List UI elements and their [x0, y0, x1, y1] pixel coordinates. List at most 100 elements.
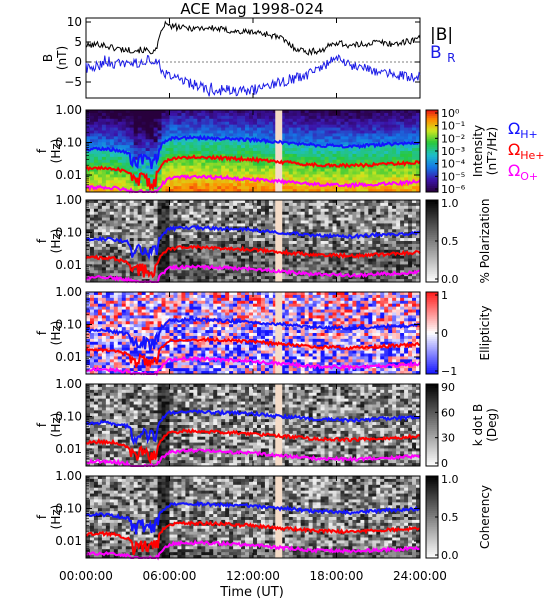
spectrogram-cell [233, 139, 238, 143]
spectrogram-cell [336, 151, 341, 155]
spectrogram-cell [145, 139, 151, 143]
spectrogram-cell [264, 208, 270, 213]
spectrogram-cell [173, 115, 178, 120]
spectrogram-cell [117, 220, 123, 224]
spectrogram-cell [316, 211, 321, 216]
spectrogram-cell [296, 148, 302, 152]
spectrogram-cell [233, 183, 238, 187]
spectrogram-cell [161, 130, 166, 134]
spectrogram-cell [201, 151, 206, 155]
spectrogram-cell [89, 127, 95, 131]
spectrogram-cell [97, 118, 103, 123]
spectrogram-cell [396, 118, 401, 123]
spectrogram-cell [86, 294, 91, 299]
spectrogram-cell [101, 139, 107, 143]
spectrogram-cell [328, 148, 333, 152]
legend-total-b: |B| [430, 25, 453, 45]
colorbar-segment [426, 130, 438, 134]
spectrogram-cell [157, 177, 162, 181]
spectrogram-cell [97, 136, 103, 140]
spectrogram-cell [416, 261, 421, 265]
spectrogram-cell [205, 139, 210, 143]
spectrogram-cell [412, 261, 417, 265]
spectrogram-cell [320, 156, 325, 161]
spectrogram-cell [173, 165, 178, 169]
spectrogram-cell [157, 261, 162, 265]
spectrogram-cell [296, 110, 302, 114]
spectrogram-cell [89, 142, 95, 146]
spectrogram-cell [121, 202, 127, 207]
spectrogram-cell [348, 202, 353, 207]
spectrogram-cell [364, 217, 369, 221]
spectrogram-cell [388, 171, 393, 175]
spectrogram-cell [328, 127, 333, 131]
spectrogram-cell [328, 139, 333, 143]
spectrogram-cell [133, 171, 139, 175]
spectrogram-cell [400, 229, 405, 233]
spectrogram-cell [332, 189, 337, 193]
spectrogram-cell [173, 270, 178, 274]
spectrogram-cell [213, 217, 218, 221]
spectrogram-cell [284, 267, 290, 271]
spectrogram-cell [249, 121, 254, 126]
spectrogram-cell [284, 200, 290, 204]
spectrogram-cell [229, 232, 234, 236]
spectrogram-cell [165, 264, 170, 268]
spectrogram-cell [121, 127, 127, 131]
spectrogram-cell [225, 211, 230, 216]
spectrogram-cell [336, 177, 341, 181]
spectrogram-cell [288, 171, 294, 175]
spectrogram-cell [249, 130, 254, 134]
spectrogram-cell [324, 232, 329, 236]
spectrogram-cell [225, 189, 230, 193]
spectrogram-cell [300, 148, 306, 152]
spectrogram-cell [241, 186, 246, 190]
spectrogram-cell [372, 238, 377, 242]
spectrogram-cell [241, 235, 246, 239]
spectrogram-cell [249, 255, 254, 259]
spectrogram-cell [336, 258, 341, 262]
spectrogram-cell [169, 229, 174, 233]
spectrogram-cell [161, 110, 166, 114]
spectrogram-cell [117, 156, 123, 161]
spectrogram-cell [101, 165, 107, 169]
spectrogram-cell [101, 177, 107, 181]
spectrogram-cell [137, 214, 143, 218]
spectrogram-cell [225, 142, 230, 146]
spectrogram-cell [189, 139, 194, 143]
spectrogram-cell [249, 226, 254, 230]
spectrogram-cell [97, 162, 103, 167]
spectrogram-cell [141, 243, 147, 248]
spectrogram-cell [308, 238, 314, 242]
spectrogram-cell [284, 174, 290, 178]
spectrogram-cell [165, 217, 170, 221]
spectrogram-cell [157, 202, 162, 207]
spectrogram-cell [312, 205, 318, 210]
spectrogram-cell [356, 261, 361, 265]
spectrogram-cell [197, 276, 202, 280]
spectrogram-cell [181, 229, 186, 233]
spectrogram-cell [380, 270, 385, 274]
spectrogram-cell [165, 261, 170, 265]
spectrogram-cell [288, 145, 294, 149]
spectrogram-cell [149, 241, 154, 245]
spectrogram-cell [288, 276, 294, 280]
spectrogram-cell [197, 223, 202, 227]
spectrogram-cell [117, 127, 123, 131]
spectrogram-cell [141, 208, 147, 213]
spectrogram-cell [352, 139, 357, 143]
spectrogram-cell [360, 220, 365, 224]
spectrogram-cell [101, 264, 107, 268]
spectrogram-cell [105, 270, 111, 274]
spectrogram-cell [89, 118, 95, 123]
spectrogram-cell [304, 177, 310, 181]
spectrogram-cell [392, 148, 397, 152]
spectrogram-cell [380, 241, 385, 245]
colorbar-tick-label: 10⁻⁴ [441, 158, 466, 171]
spectrogram-cell [360, 246, 365, 251]
spectrogram-cell [121, 118, 127, 123]
spectrogram-cell [125, 200, 131, 204]
spectrogram-cell [296, 159, 302, 164]
spectrogram-cell [280, 186, 286, 190]
spectrogram-cell [292, 121, 298, 126]
